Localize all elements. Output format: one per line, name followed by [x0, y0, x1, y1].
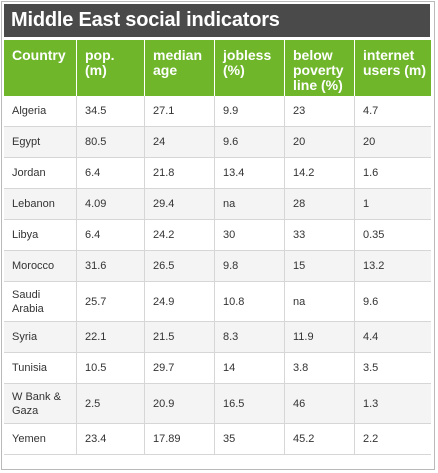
table-row: Tunisia 10.5 29.7 14 3.8 3.5 [4, 353, 431, 384]
cell-median-age: 24 [145, 127, 215, 158]
cell-population: 31.6 [77, 251, 145, 282]
cell-poverty: 20 [285, 127, 355, 158]
cell-median-age: 20.9 [145, 384, 215, 424]
cell-population: 6.4 [77, 158, 145, 189]
page-title: Middle East social indicators [4, 4, 430, 37]
cell-country: Morocco [4, 251, 77, 282]
cell-internet-users: 3.5 [355, 353, 431, 384]
table-row: W Bank & Gaza 2.5 20.9 16.5 46 1.3 [4, 384, 431, 424]
cell-poverty: 28 [285, 189, 355, 220]
cell-country: W Bank & Gaza [4, 384, 77, 424]
cell-country: Saudi Arabia [4, 282, 77, 322]
cell-jobless: 35 [215, 424, 285, 455]
cell-jobless: 9.9 [215, 96, 285, 127]
cell-country: Egypt [4, 127, 77, 158]
cell-population: 25.7 [77, 282, 145, 322]
cell-jobless: 9.6 [215, 127, 285, 158]
cell-median-age: 26.5 [145, 251, 215, 282]
cell-jobless: 30 [215, 220, 285, 251]
column-header-median-age: median age [145, 40, 215, 96]
cell-internet-users: 4.7 [355, 96, 431, 127]
cell-median-age: 24.9 [145, 282, 215, 322]
cell-population: 23.4 [77, 424, 145, 455]
cell-internet-users: 4.4 [355, 322, 431, 353]
cell-population: 22.1 [77, 322, 145, 353]
cell-median-age: 29.4 [145, 189, 215, 220]
cell-population: 2.5 [77, 384, 145, 424]
cell-jobless: 13.4 [215, 158, 285, 189]
cell-internet-users: 1.3 [355, 384, 431, 424]
cell-population: 10.5 [77, 353, 145, 384]
cell-country: Syria [4, 322, 77, 353]
cell-population: 34.5 [77, 96, 145, 127]
cell-median-age: 17.89 [145, 424, 215, 455]
cell-country: Tunisia [4, 353, 77, 384]
cell-country: Jordan [4, 158, 77, 189]
cell-poverty: 15 [285, 251, 355, 282]
cell-median-age: 21.8 [145, 158, 215, 189]
cell-jobless: 16.5 [215, 384, 285, 424]
cell-internet-users: 20 [355, 127, 431, 158]
cell-population: 6.4 [77, 220, 145, 251]
cell-poverty: 33 [285, 220, 355, 251]
cell-internet-users: 0.35 [355, 220, 431, 251]
table-row: Saudi Arabia 25.7 24.9 10.8 na 9.6 [4, 282, 431, 322]
cell-poverty: 14.2 [285, 158, 355, 189]
column-header-country: Country [4, 40, 77, 96]
cell-internet-users: 2.2 [355, 424, 431, 455]
table-row: Egypt 80.5 24 9.6 20 20 [4, 127, 431, 158]
cell-poverty: 11.9 [285, 322, 355, 353]
cell-internet-users: 13.2 [355, 251, 431, 282]
cell-median-age: 24.2 [145, 220, 215, 251]
cell-internet-users: 9.6 [355, 282, 431, 322]
cell-jobless: 8.3 [215, 322, 285, 353]
column-header-poverty: below poverty line (%) [285, 40, 355, 96]
cell-country: Libya [4, 220, 77, 251]
cell-jobless: 14 [215, 353, 285, 384]
cell-internet-users: 1 [355, 189, 431, 220]
cell-jobless: 10.8 [215, 282, 285, 322]
cell-country: Algeria [4, 96, 77, 127]
table-row: Yemen 23.4 17.89 35 45.2 2.2 [4, 424, 431, 455]
table-row: Morocco 31.6 26.5 9.8 15 13.2 [4, 251, 431, 282]
cell-jobless: 9.8 [215, 251, 285, 282]
indicators-table: Country pop. (m) median age jobless (%) … [4, 40, 431, 455]
cell-jobless: na [215, 189, 285, 220]
cell-poverty: 23 [285, 96, 355, 127]
cell-median-age: 27.1 [145, 96, 215, 127]
cell-poverty: na [285, 282, 355, 322]
cell-internet-users: 1.6 [355, 158, 431, 189]
cell-median-age: 21.5 [145, 322, 215, 353]
table-row: Libya 6.4 24.2 30 33 0.35 [4, 220, 431, 251]
cell-median-age: 29.7 [145, 353, 215, 384]
table-row: Lebanon 4.09 29.4 na 28 1 [4, 189, 431, 220]
cell-country: Lebanon [4, 189, 77, 220]
cell-poverty: 46 [285, 384, 355, 424]
cell-population: 80.5 [77, 127, 145, 158]
column-header-internet-users: internet users (m) [355, 40, 431, 96]
cell-poverty: 3.8 [285, 353, 355, 384]
column-header-population: pop. (m) [77, 40, 145, 96]
header-row: Country pop. (m) median age jobless (%) … [4, 40, 431, 96]
table-row: Syria 22.1 21.5 8.3 11.9 4.4 [4, 322, 431, 353]
column-header-jobless: jobless (%) [215, 40, 285, 96]
table-row: Algeria 34.5 27.1 9.9 23 4.7 [4, 96, 431, 127]
cell-country: Yemen [4, 424, 77, 455]
cell-population: 4.09 [77, 189, 145, 220]
cell-poverty: 45.2 [285, 424, 355, 455]
table-row: Jordan 6.4 21.8 13.4 14.2 1.6 [4, 158, 431, 189]
